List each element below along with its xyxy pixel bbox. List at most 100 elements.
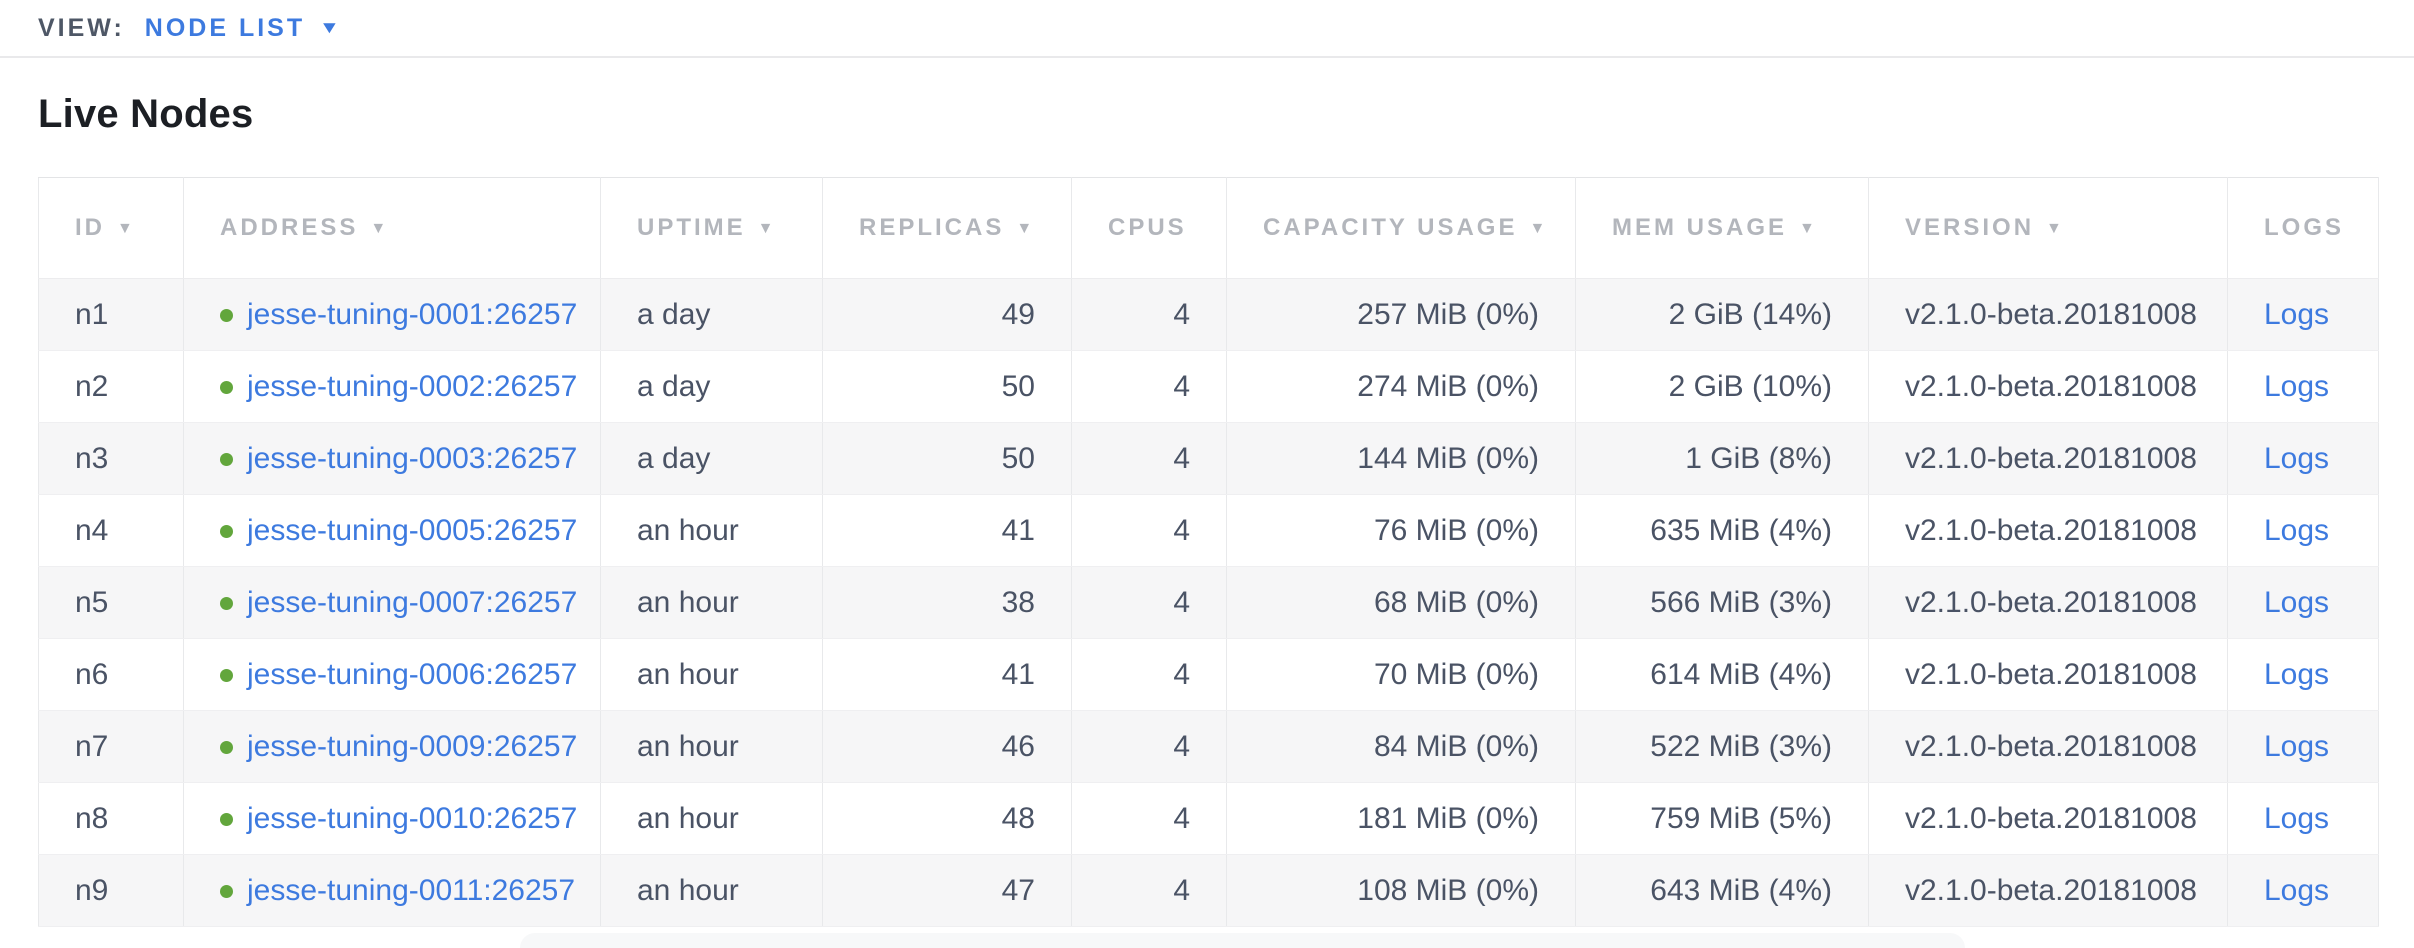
node-address-link[interactable]: jesse-tuning-0009:26257: [247, 729, 578, 763]
cell-cpus: 4: [1071, 278, 1227, 351]
node-address-link[interactable]: jesse-tuning-0011:26257: [247, 873, 576, 907]
column-header-cpus: CPUS: [1071, 177, 1227, 279]
sort-desc-icon: ▼: [1529, 220, 1549, 237]
node-logs-link[interactable]: Logs: [2264, 513, 2330, 547]
column-header-address[interactable]: ADDRESS ▼: [183, 177, 601, 279]
node-logs-link[interactable]: Logs: [2264, 801, 2330, 835]
cell-capacity: 274 MiB (0%): [1226, 350, 1576, 423]
node-logs-link[interactable]: Logs: [2264, 297, 2330, 331]
cell-address: jesse-tuning-0009:26257: [183, 710, 601, 783]
view-selector-dropdown[interactable]: NODE LIST ▼: [145, 14, 341, 43]
node-address-link[interactable]: jesse-tuning-0003:26257: [247, 441, 578, 475]
node-logs-link[interactable]: Logs: [2264, 441, 2330, 475]
column-header-capacity[interactable]: CAPACITY USAGE ▼: [1226, 177, 1576, 279]
cell-capacity: 257 MiB (0%): [1226, 278, 1576, 351]
node-address-link[interactable]: jesse-tuning-0002:26257: [247, 369, 578, 403]
node-row-n3: n3 jesse-tuning-0003:26257 a day 50 4 144 MiB…: [38, 422, 2379, 495]
cell-cpus: 4: [1071, 782, 1227, 855]
column-label-cpus: CPUS: [1108, 214, 1187, 241]
node-address-link[interactable]: jesse-tuning-0007:26257: [247, 585, 578, 619]
cell-id: n8: [38, 782, 184, 855]
node-logs-link[interactable]: Logs: [2264, 585, 2330, 619]
cell-logs: Logs: [2227, 854, 2379, 927]
column-label-uptime: UPTIME: [637, 214, 746, 241]
cell-uptime: a day: [600, 422, 823, 495]
cell-id: n3: [38, 422, 184, 495]
cell-address: jesse-tuning-0007:26257: [183, 566, 601, 639]
column-header-mem[interactable]: MEM USAGE ▼: [1575, 177, 1869, 279]
sort-desc-icon: ▼: [1016, 220, 1036, 237]
cell-cpus: 4: [1071, 494, 1227, 567]
node-logs-link[interactable]: Logs: [2264, 873, 2330, 907]
column-header-logs: LOGS: [2227, 177, 2379, 279]
column-header-uptime[interactable]: UPTIME ▼: [600, 177, 823, 279]
cell-address: jesse-tuning-0003:26257: [183, 422, 601, 495]
cell-mem: 643 MiB (4%): [1575, 854, 1869, 927]
node-live-status-icon: [220, 309, 233, 323]
chevron-down-icon: ▼: [319, 18, 341, 37]
table-header-row: ID ▼ ADDRESS ▼ UPTIME ▼ REPLICAS ▼ CPUS CAPACITY …: [38, 177, 2379, 279]
table-body: n1 jesse-tuning-0001:26257 a day 49 4 257 MiB…: [38, 278, 2379, 927]
node-live-status-icon: [220, 525, 233, 539]
cell-logs: Logs: [2227, 422, 2379, 495]
column-label-logs: LOGS: [2264, 214, 2345, 241]
cell-mem: 635 MiB (4%): [1575, 494, 1869, 567]
node-logs-link[interactable]: Logs: [2264, 369, 2330, 403]
cell-logs: Logs: [2227, 494, 2379, 567]
node-row-n1: n1 jesse-tuning-0001:26257 a day 49 4 257 MiB…: [38, 278, 2379, 351]
node-address-link[interactable]: jesse-tuning-0010:26257: [247, 801, 578, 835]
cell-logs: Logs: [2227, 350, 2379, 423]
cell-address: jesse-tuning-0011:26257: [183, 854, 601, 927]
node-logs-link[interactable]: Logs: [2264, 657, 2330, 691]
cell-version: v2.1.0-beta.20181008: [1868, 278, 2228, 351]
cell-address: jesse-tuning-0005:26257: [183, 494, 601, 567]
column-label-address: ADDRESS: [220, 214, 359, 241]
column-header-replicas[interactable]: REPLICAS ▼: [822, 177, 1072, 279]
cell-id: n9: [38, 854, 184, 927]
cell-replicas: 38: [822, 566, 1072, 639]
cell-cpus: 4: [1071, 710, 1227, 783]
cell-id: n5: [38, 566, 184, 639]
view-bar: VIEW: NODE LIST ▼: [0, 0, 2414, 58]
cell-capacity: 84 MiB (0%): [1226, 710, 1576, 783]
node-logs-link[interactable]: Logs: [2264, 729, 2330, 763]
column-label-replicas: REPLICAS: [859, 214, 1005, 241]
column-header-version[interactable]: VERSION ▼: [1868, 177, 2228, 279]
node-address-link[interactable]: jesse-tuning-0005:26257: [247, 513, 578, 547]
cell-capacity: 70 MiB (0%): [1226, 638, 1576, 711]
cell-mem: 614 MiB (4%): [1575, 638, 1869, 711]
cell-mem: 2 GiB (14%): [1575, 278, 1869, 351]
cell-replicas: 50: [822, 422, 1072, 495]
table-header: ID ▼ ADDRESS ▼ UPTIME ▼ REPLICAS ▼ CPUS CAPACITY …: [38, 177, 2379, 279]
node-row-n7: n7 jesse-tuning-0009:26257 an hour 46 4 84 Mi…: [38, 710, 2379, 783]
column-label-id: ID: [75, 214, 105, 241]
cell-capacity: 108 MiB (0%): [1226, 854, 1576, 927]
cell-cpus: 4: [1071, 638, 1227, 711]
sort-desc-icon: ▼: [2046, 220, 2065, 237]
cell-uptime: an hour: [600, 782, 823, 855]
cell-cpus: 4: [1071, 566, 1227, 639]
cell-id: n7: [38, 710, 184, 783]
node-row-n2: n2 jesse-tuning-0002:26257 a day 50 4 274 MiB…: [38, 350, 2379, 423]
cell-replicas: 47: [822, 854, 1072, 927]
cell-version: v2.1.0-beta.20181008: [1868, 854, 2228, 927]
cell-mem: 522 MiB (3%): [1575, 710, 1869, 783]
sort-desc-icon: ▼: [117, 220, 136, 237]
cell-address: jesse-tuning-0010:26257: [183, 782, 601, 855]
cell-version: v2.1.0-beta.20181008: [1868, 566, 2228, 639]
node-live-status-icon: [220, 741, 233, 755]
node-address-link[interactable]: jesse-tuning-0001:26257: [247, 297, 578, 331]
cell-version: v2.1.0-beta.20181008: [1868, 422, 2228, 495]
node-live-status-icon: [220, 381, 233, 395]
node-live-status-icon: [220, 669, 233, 683]
cell-version: v2.1.0-beta.20181008: [1868, 494, 2228, 567]
cell-logs: Logs: [2227, 566, 2379, 639]
column-header-id[interactable]: ID ▼: [38, 177, 184, 279]
node-address-link[interactable]: jesse-tuning-0006:26257: [247, 657, 578, 691]
cell-version: v2.1.0-beta.20181008: [1868, 782, 2228, 855]
cell-logs: Logs: [2227, 278, 2379, 351]
cell-version: v2.1.0-beta.20181008: [1868, 710, 2228, 783]
column-label-capacity: CAPACITY USAGE: [1263, 214, 1518, 241]
cell-capacity: 181 MiB (0%): [1226, 782, 1576, 855]
cell-cpus: 4: [1071, 350, 1227, 423]
